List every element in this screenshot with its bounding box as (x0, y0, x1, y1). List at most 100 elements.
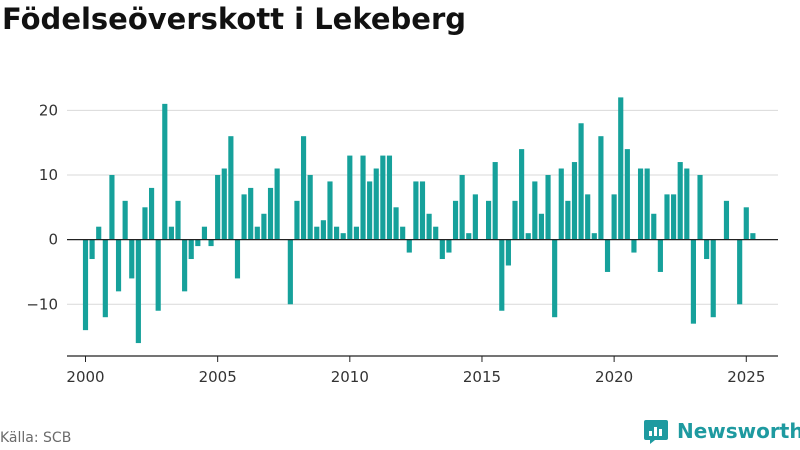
bar (149, 187, 155, 240)
bar (545, 174, 551, 240)
bar (155, 239, 161, 311)
bar (96, 226, 102, 240)
bar (393, 207, 399, 240)
bar (459, 174, 465, 240)
bar (386, 155, 393, 240)
bar (598, 136, 604, 240)
bar (221, 168, 227, 240)
bar (684, 168, 690, 240)
bar (142, 207, 148, 240)
bar (380, 155, 386, 240)
bar (162, 103, 168, 240)
bar (644, 168, 650, 240)
bar (565, 200, 571, 240)
bar (122, 200, 128, 240)
bar (426, 213, 432, 240)
bar (367, 181, 373, 240)
bar (188, 239, 194, 260)
bar (618, 97, 624, 240)
bar (446, 239, 452, 253)
y-tick-label: 20 (39, 101, 58, 119)
bar (82, 239, 89, 331)
bar (750, 233, 756, 240)
bar (215, 174, 221, 240)
bar (532, 181, 538, 240)
bar (300, 136, 307, 240)
bar (182, 239, 188, 292)
bar (704, 239, 710, 260)
x-tick-label: 2015 (463, 368, 501, 386)
bar (327, 181, 333, 240)
bar (406, 239, 412, 253)
bar (419, 181, 426, 240)
bar (452, 200, 459, 240)
x-tick-label: 2020 (595, 368, 633, 386)
bar (671, 194, 677, 240)
bar (743, 207, 749, 240)
brand-name: Newsworthy (677, 419, 800, 443)
bar (492, 162, 498, 240)
y-tick-label: 10 (39, 166, 58, 184)
y-tick-label: −10 (26, 295, 58, 313)
bar (472, 194, 478, 240)
bar (486, 200, 492, 240)
source-note: Källa: SCB (0, 430, 72, 446)
bar (274, 168, 280, 240)
bar (287, 239, 293, 305)
bar (578, 123, 584, 240)
bar (89, 239, 95, 260)
chart-title: Födelseöverskott i Lekeberg (2, 2, 467, 36)
bar (208, 239, 214, 247)
x-tick-label: 2005 (199, 368, 237, 386)
bar (334, 226, 340, 240)
bar (129, 239, 135, 279)
bar (241, 194, 247, 240)
bar (340, 233, 346, 240)
bar (307, 174, 313, 240)
y-tick-label: 0 (48, 231, 58, 249)
bar (109, 174, 115, 240)
bar (505, 239, 511, 266)
bar (519, 149, 525, 240)
bar (102, 239, 108, 318)
bar (710, 239, 716, 318)
bar (433, 226, 439, 240)
bar (499, 239, 505, 311)
bar (538, 213, 545, 240)
bar (525, 233, 531, 240)
bar (677, 162, 683, 240)
x-tick-label: 2010 (331, 368, 369, 386)
bar (585, 194, 591, 240)
bar (347, 155, 353, 240)
bar (657, 239, 663, 272)
bar (400, 226, 406, 240)
bar (248, 187, 254, 240)
bar (723, 200, 730, 240)
bar (195, 239, 201, 247)
bar (690, 239, 696, 324)
bar (353, 226, 359, 240)
bar (664, 194, 670, 240)
bar (552, 239, 558, 318)
x-tick-label: 2000 (66, 368, 104, 386)
bar (558, 168, 564, 240)
bar (512, 200, 518, 240)
bar (631, 239, 637, 253)
bar (651, 213, 657, 240)
bar (697, 174, 703, 240)
bar (360, 155, 366, 240)
bar (234, 239, 241, 279)
bar (413, 181, 419, 240)
bar (604, 239, 611, 272)
bar (314, 226, 320, 240)
bar (135, 239, 141, 344)
bar (175, 200, 181, 240)
newsworthy-brand[interactable]: Newsworthy (643, 418, 800, 444)
bar (466, 233, 472, 240)
bar (737, 239, 743, 305)
bar (168, 226, 174, 240)
bar (637, 168, 644, 240)
newsworthy-logo-icon (644, 420, 668, 444)
bar (261, 213, 267, 240)
bar (267, 187, 274, 240)
